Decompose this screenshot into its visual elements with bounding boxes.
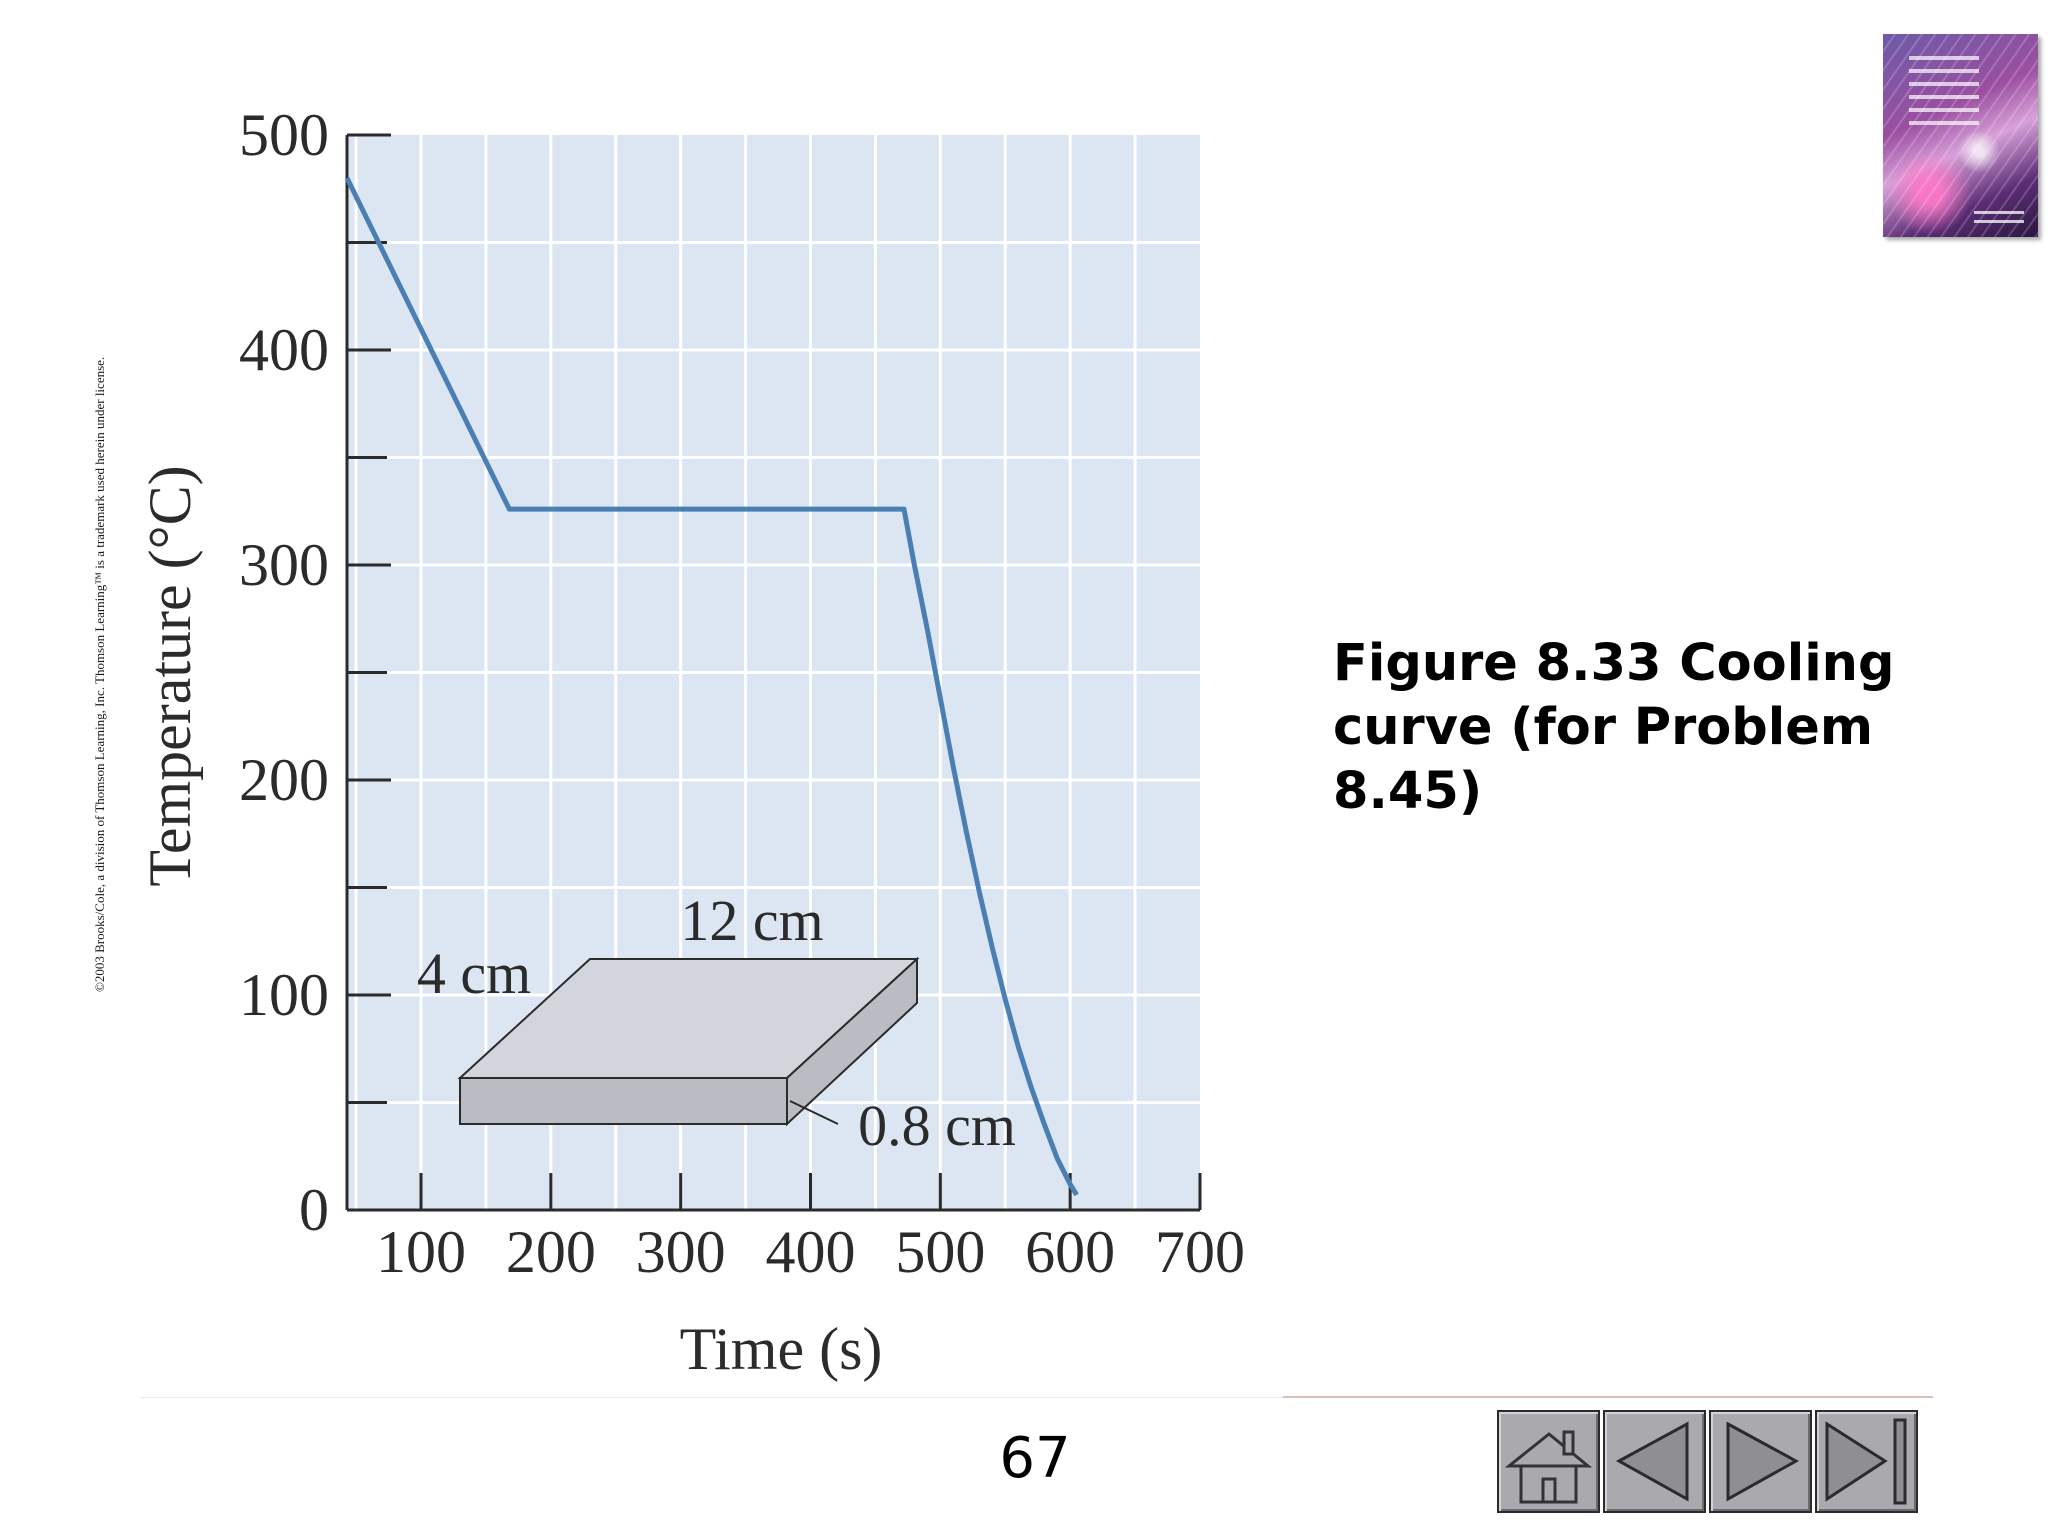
- tick-marks: [347, 133, 1202, 1212]
- home-icon: [1504, 1430, 1593, 1504]
- page-number: 67: [999, 1426, 1071, 1491]
- series-line: [344, 176, 1079, 1197]
- cover-light-rays: [1883, 34, 2038, 237]
- slab-thickness-label: 0.8 cm: [858, 1093, 1016, 1158]
- next-icon: [1726, 1421, 1800, 1502]
- slab-width-label: 4 cm: [417, 941, 531, 1006]
- cover-title-lines: [1909, 56, 1979, 134]
- figure-caption: Figure 8.33 Cooling curve (for Problem 8…: [1333, 634, 1895, 821]
- x-tick-label: 300: [636, 1219, 726, 1285]
- y-tick-label: 300: [239, 532, 329, 598]
- tick-labels: 0 100 200 300 400 500 100 200 300 400 500 600 700: [239, 102, 1245, 1285]
- y-tick-label: 200: [239, 747, 329, 813]
- previous-slide-button[interactable]: [1603, 1410, 1706, 1513]
- x-tick-label: 400: [766, 1219, 856, 1285]
- cover-author-lines: [1974, 205, 2024, 223]
- x-tick-label: 600: [1025, 1219, 1115, 1285]
- x-tick-label: 500: [895, 1219, 985, 1285]
- last-slide-icon: [1825, 1418, 1907, 1505]
- y-axis-label: Temperature (°C): [137, 465, 203, 886]
- y-tick-label: 0: [299, 1177, 329, 1243]
- y-tick-label: 500: [239, 102, 329, 168]
- home-button[interactable]: [1497, 1410, 1600, 1513]
- slab-thickness-leader: [789, 1100, 839, 1125]
- cooling-curve-chart: 0 100 200 300 400 500 100 200 300 400 500 600 700 12…: [137, 102, 1245, 1382]
- book-cover-image: [1883, 34, 2038, 237]
- slab-illustration: 12 cm 4 cm 0.8 cm: [417, 888, 1016, 1158]
- y-tick-label: 100: [239, 962, 329, 1028]
- previous-icon: [1615, 1421, 1689, 1502]
- footer-divider-right: [1283, 1396, 1933, 1398]
- y-tick-label: 400: [239, 317, 329, 383]
- x-axis-label: Time (s): [680, 1316, 883, 1382]
- slab-front-face: [459, 1077, 788, 1125]
- x-tick-label: 100: [376, 1219, 466, 1285]
- last-slide-button[interactable]: [1815, 1410, 1918, 1513]
- next-slide-button[interactable]: [1709, 1410, 1812, 1513]
- x-tick-label: 700: [1155, 1219, 1245, 1285]
- footer-divider-left: [140, 1397, 1283, 1398]
- x-tick-label: 200: [506, 1219, 596, 1285]
- slab-length-label: 12 cm: [680, 888, 823, 953]
